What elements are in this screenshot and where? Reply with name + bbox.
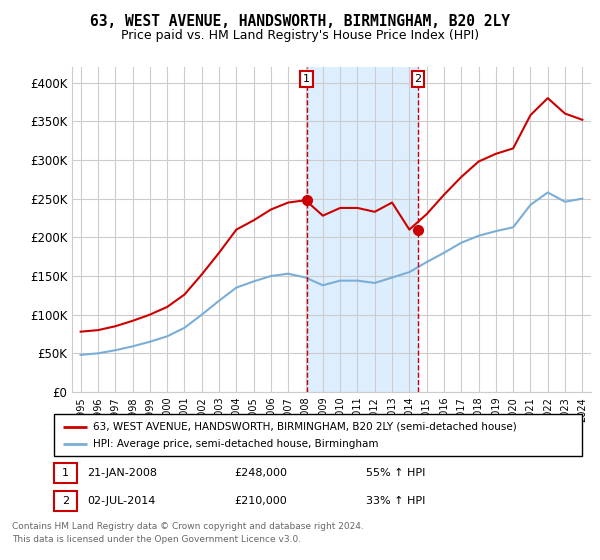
Text: 33% ↑ HPI: 33% ↑ HPI (366, 496, 425, 506)
Text: 1: 1 (303, 74, 310, 84)
Text: Contains HM Land Registry data © Crown copyright and database right 2024.: Contains HM Land Registry data © Crown c… (12, 522, 364, 531)
Text: 55% ↑ HPI: 55% ↑ HPI (366, 468, 425, 478)
Text: This data is licensed under the Open Government Licence v3.0.: This data is licensed under the Open Gov… (12, 534, 301, 544)
Text: HPI: Average price, semi-detached house, Birmingham: HPI: Average price, semi-detached house,… (93, 439, 379, 449)
Text: £210,000: £210,000 (234, 496, 287, 506)
Text: 02-JUL-2014: 02-JUL-2014 (87, 496, 155, 506)
Text: 63, WEST AVENUE, HANDSWORTH, BIRMINGHAM, B20 2LY: 63, WEST AVENUE, HANDSWORTH, BIRMINGHAM,… (90, 14, 510, 29)
Text: Price paid vs. HM Land Registry's House Price Index (HPI): Price paid vs. HM Land Registry's House … (121, 29, 479, 42)
Text: 1: 1 (62, 468, 69, 478)
Text: £248,000: £248,000 (234, 468, 287, 478)
Text: 2: 2 (62, 496, 69, 506)
Bar (307, 67, 418, 392)
Text: 63, WEST AVENUE, HANDSWORTH, BIRMINGHAM, B20 2LY (semi-detached house): 63, WEST AVENUE, HANDSWORTH, BIRMINGHAM,… (93, 422, 517, 432)
Text: 21-JAN-2008: 21-JAN-2008 (87, 468, 157, 478)
Text: 2: 2 (415, 74, 422, 84)
